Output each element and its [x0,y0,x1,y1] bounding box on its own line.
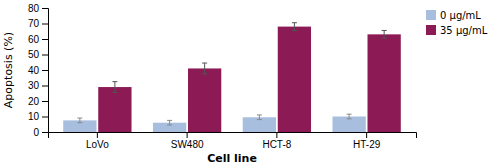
y-tick-label: 50 [28,49,40,60]
legend-swatch [426,25,436,35]
error-bar [167,120,172,125]
y-tick-label: 10 [28,111,40,122]
x-tick: SW480 [171,132,204,150]
x-tick-label: SW480 [171,139,204,150]
y-tick: 10 [28,111,48,122]
x-tick-label: HT-29 [353,139,381,150]
bar [98,87,131,132]
legend-swatch [426,10,436,20]
y-tick: 0 [33,127,48,138]
bar [368,34,401,132]
error-bar [202,63,207,74]
y-tick-mark [42,39,48,40]
x-tick-mark [276,132,277,138]
y-tick-mark [42,8,48,9]
error-bar [292,23,297,31]
y-tick-label: 70 [28,18,40,29]
x-tick: HCT-8 [262,132,291,150]
x-axis-title: Cell line [207,152,257,165]
legend-label: 0 μg/mL [440,10,481,21]
y-tick-mark [42,117,48,118]
y-tick-label: 80 [28,3,40,14]
x-tick: LoVo [86,132,109,150]
y-tick: 80 [28,3,48,14]
y-axis: 0 10 20 30 40 50 60 70 80 [28,3,49,138]
y-axis-title: Apoptosis (%) [2,32,15,108]
error-bar [382,30,387,38]
y-tick: 20 [28,96,48,107]
x-tick: HT-29 [353,132,381,150]
y-tick-mark [42,55,48,56]
y-tick-mark [42,86,48,87]
x-tick-mark [97,132,98,138]
y-tick-mark [42,132,48,133]
bar [278,27,311,132]
series [98,23,401,132]
bar [188,68,221,132]
legend-label: 35 μg/mL [440,25,488,36]
legend-item: 35 μg/mL [426,25,488,36]
x-axis: LoVo SW480 HCT-8 HT-29 [49,132,417,150]
y-tick-label: 30 [28,80,40,91]
x-tick-label: LoVo [86,139,109,150]
plot-area: 0 10 20 30 40 50 60 70 80 LoVo SW480 HCT-8 HT-29 [28,3,417,150]
error-bar [77,118,82,123]
x-tick-label: HCT-8 [262,139,291,150]
y-tick: 40 [28,65,48,76]
legend-item: 0 μg/mL [426,10,481,21]
legend: 0 μg/mL 35 μg/mL [426,10,488,36]
y-tick-label: 0 [33,127,39,138]
chart: 0 10 20 30 40 50 60 70 80 LoVo SW480 HCT-8 HT-29 Cell… [0,0,500,166]
x-tick-mark [187,132,188,138]
error-bar [347,114,352,119]
y-tick: 60 [28,34,48,45]
y-tick: 30 [28,80,48,91]
y-tick-label: 40 [28,65,40,76]
y-tick-mark [42,24,48,25]
marks [63,23,401,132]
error-bar [257,115,262,120]
y-tick-label: 60 [28,34,40,45]
y-tick: 50 [28,49,48,60]
x-axis-line [49,133,417,139]
y-tick-label: 20 [28,96,40,107]
y-axis-line [42,9,49,133]
x-tick-mark [366,132,367,138]
error-bar [112,82,117,93]
y-tick: 70 [28,18,48,29]
y-tick-mark [42,101,48,102]
y-tick-mark [42,70,48,71]
